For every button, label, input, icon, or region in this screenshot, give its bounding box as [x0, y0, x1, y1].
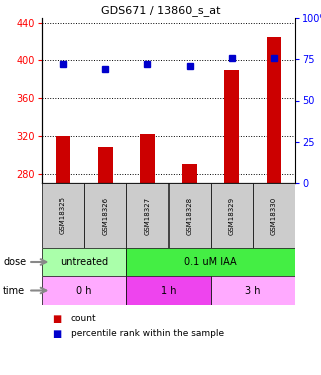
Bar [253, 183, 295, 248]
Bar [42, 248, 126, 276]
Text: GSM18325: GSM18325 [60, 196, 66, 234]
Bar [182, 164, 197, 183]
Text: dose: dose [3, 257, 26, 267]
Bar [266, 37, 281, 183]
Bar [126, 248, 295, 276]
Bar [42, 276, 126, 305]
Bar [84, 183, 126, 248]
Bar [56, 136, 71, 183]
Text: count: count [71, 314, 97, 323]
Text: GSM18326: GSM18326 [102, 196, 108, 235]
Text: 3 h: 3 h [245, 285, 261, 296]
Text: 1 h: 1 h [161, 285, 176, 296]
Text: GSM18328: GSM18328 [187, 196, 193, 235]
Text: 0 h: 0 h [76, 285, 92, 296]
Bar [224, 70, 239, 183]
Text: GSM18330: GSM18330 [271, 196, 277, 235]
Bar [42, 183, 84, 248]
Text: GSM18327: GSM18327 [144, 196, 151, 235]
Text: GSM18329: GSM18329 [229, 196, 235, 235]
Text: untreated: untreated [60, 257, 108, 267]
Bar [126, 183, 169, 248]
Text: percentile rank within the sample: percentile rank within the sample [71, 329, 224, 338]
Bar [98, 147, 113, 183]
Bar [211, 276, 295, 305]
Text: ■: ■ [52, 329, 61, 339]
Text: ■: ■ [52, 314, 61, 324]
Bar [140, 134, 155, 183]
Bar [211, 183, 253, 248]
Text: time: time [3, 285, 25, 296]
Bar [126, 276, 211, 305]
Bar [169, 183, 211, 248]
Text: GDS671 / 13860_s_at: GDS671 / 13860_s_at [101, 5, 220, 16]
Text: 0.1 uM IAA: 0.1 uM IAA [184, 257, 237, 267]
